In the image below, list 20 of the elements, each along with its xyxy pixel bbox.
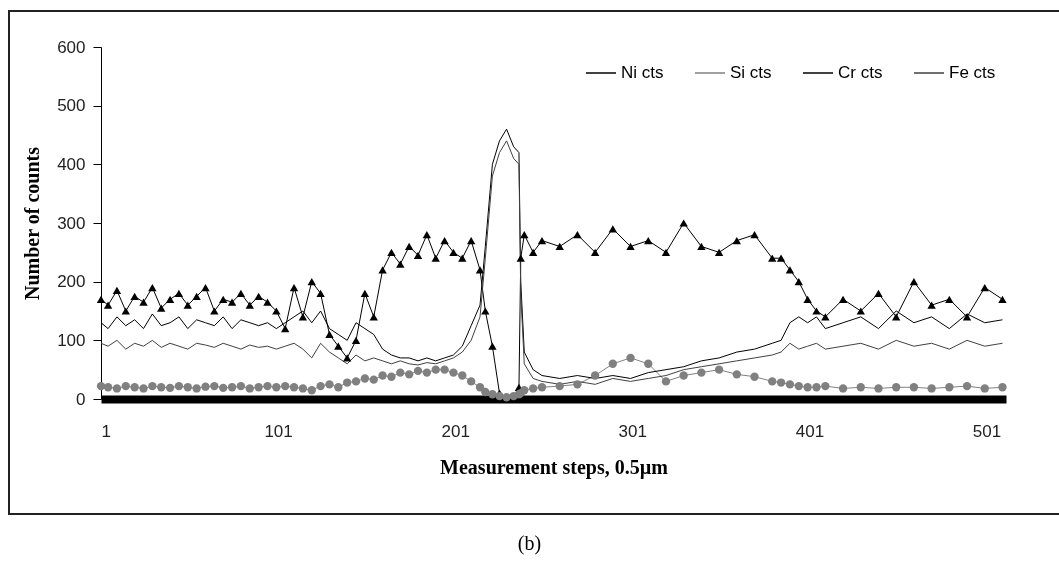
y-tick-label: 500 xyxy=(57,96,86,116)
x-tick-label: 1 xyxy=(101,421,111,441)
y-tick-label: 100 xyxy=(57,330,86,350)
y-tick-label: 400 xyxy=(57,154,86,174)
legend-label: Ni cts xyxy=(621,63,664,82)
y-tick-label: 600 xyxy=(57,37,86,57)
legend-label: Si cts xyxy=(730,63,772,82)
y-tick-label: 200 xyxy=(57,272,86,292)
x-tick-label: 101 xyxy=(264,421,293,441)
text: (b) xyxy=(516,532,543,555)
x-tick-label: 201 xyxy=(441,421,470,441)
y-tick-label: 0 xyxy=(76,389,86,409)
x-tick-label: 401 xyxy=(795,421,825,441)
x-tick-label: 301 xyxy=(618,421,647,441)
y-tick-label: 300 xyxy=(57,213,86,233)
x-axis-title: Measurement steps, 0.5µm xyxy=(440,455,669,479)
legend-label: Cr cts xyxy=(838,63,883,82)
y-axis-title: Number of counts xyxy=(21,146,44,300)
legend-label: Fe cts xyxy=(949,63,996,82)
x-tick-label: 501 xyxy=(972,421,1002,441)
